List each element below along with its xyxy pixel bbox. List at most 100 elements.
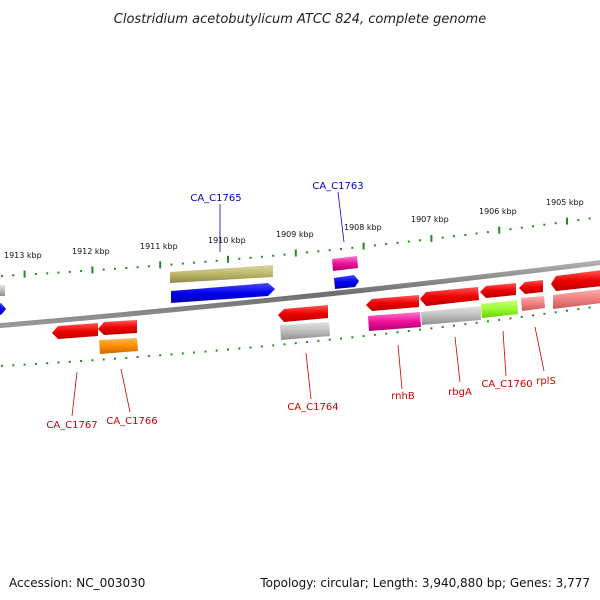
ruler-dot — [136, 266, 139, 269]
ruler-dot — [486, 231, 489, 234]
ruler-dot — [204, 260, 207, 263]
ruler-dot — [373, 333, 376, 336]
ruler-dot — [249, 256, 252, 259]
ruler-dot — [373, 244, 376, 247]
ruler-dot — [102, 268, 105, 271]
gene-label-ca-c1766[interactable]: CA_C1766 — [106, 416, 157, 427]
ruler-dot — [509, 317, 512, 320]
gene-feature[interactable] — [98, 320, 137, 335]
gene-feature[interactable] — [480, 283, 516, 298]
genome-backbone — [0, 260, 600, 329]
ruler-dot — [588, 217, 591, 220]
ruler-major-tick — [91, 266, 94, 274]
gene-feature-ca-c1763-magenta[interactable] — [332, 256, 358, 271]
ruler-dot — [68, 270, 71, 273]
ruler-dot — [441, 326, 444, 328]
gene-feature[interactable] — [420, 287, 479, 306]
ruler-dot — [147, 355, 150, 358]
ruler-dot — [419, 239, 422, 242]
gene-feature-ca-c1760[interactable] — [481, 300, 518, 318]
ruler-dot — [532, 314, 535, 317]
gene-feature[interactable] — [551, 270, 600, 291]
leader-line — [305, 352, 312, 400]
gene-feature[interactable] — [0, 285, 5, 296]
ruler-dot — [170, 263, 173, 266]
ruler-dot — [283, 253, 286, 256]
gene-feature[interactable] — [366, 295, 419, 311]
gene-feature[interactable] — [553, 289, 600, 309]
ruler-dot — [238, 257, 241, 260]
gene-label-rbga[interactable]: rbgA — [448, 387, 472, 398]
ruler-dot — [520, 226, 523, 229]
gene-label-ca-c1763[interactable]: CA_C1763 — [312, 181, 363, 192]
ruler-dot — [193, 351, 196, 354]
ruler-dot — [34, 362, 37, 365]
ruler-dot — [543, 223, 546, 226]
gene-feature[interactable] — [278, 305, 328, 322]
gene-feature-ca-c1765-olive[interactable] — [170, 265, 273, 283]
gene-label-rpls[interactable]: rplS — [536, 376, 556, 387]
ruler-dot — [441, 236, 444, 239]
ruler-dot — [317, 339, 320, 342]
gene-label-ca-c1767[interactable]: CA_C1767 — [46, 420, 97, 431]
ruler-dot — [328, 338, 331, 341]
ruler-dot — [181, 352, 184, 355]
leader-line — [397, 344, 403, 390]
leader-line — [71, 371, 78, 417]
gene-label-rnhb[interactable]: rnhB — [391, 391, 415, 402]
ruler-dot — [486, 320, 489, 323]
gene-feature[interactable] — [0, 303, 6, 315]
gene-feature-ca-c1767[interactable] — [52, 323, 98, 339]
forward-strand — [0, 256, 600, 315]
ruler-dot — [215, 259, 218, 262]
ruler-dot — [283, 343, 286, 346]
ruler-dot — [407, 330, 410, 332]
ruler-dot — [340, 248, 342, 250]
ruler-dot — [114, 267, 116, 270]
ruler-dot — [554, 222, 557, 225]
ruler-dot — [227, 348, 229, 351]
ruler-dot — [272, 344, 275, 347]
ruler-dot — [520, 315, 523, 318]
ruler-dot — [588, 306, 591, 309]
leader-line — [120, 368, 131, 413]
ruler-dot — [577, 219, 580, 222]
ruler-bottom-dots — [1, 306, 591, 367]
gene-feature-rpls[interactable] — [521, 296, 545, 311]
ruler-dot — [12, 274, 15, 277]
gene-feature-rbga[interactable] — [421, 306, 481, 325]
ruler-dot — [215, 349, 218, 352]
leader-line — [337, 191, 345, 243]
map-title: Clostridium acetobutylicum ATCC 824, com… — [114, 12, 486, 27]
gene-feature-ca-c1764[interactable] — [280, 322, 330, 340]
gene-label-ca-c1760[interactable]: CA_C1760 — [481, 379, 532, 390]
gene-feature[interactable] — [519, 280, 543, 294]
gene-feature-ca-c1766[interactable] — [99, 338, 138, 354]
ruler-dot — [1, 274, 3, 277]
ruler-dot — [294, 342, 297, 345]
ruler-dot — [102, 358, 105, 361]
leader-line — [534, 326, 545, 372]
kbp-label: 1910 kbp — [208, 236, 246, 245]
ruler-dot — [509, 228, 512, 231]
gene-feature-ca-c1763[interactable] — [334, 275, 359, 289]
ruler-dot — [68, 360, 71, 363]
ruler-dot — [34, 273, 37, 275]
gene-feature-rnhb[interactable] — [368, 312, 421, 331]
kbp-label: 1913 kbp — [4, 251, 42, 260]
ruler-major-tick — [566, 217, 568, 225]
ruler-dot — [136, 356, 139, 358]
ruler-major-tick — [227, 255, 229, 263]
leader-line — [502, 330, 507, 377]
gene-label-ca-c1765[interactable]: CA_C1765 — [190, 193, 241, 204]
ruler-dot — [385, 243, 388, 246]
gene-feature-ca-c1765[interactable] — [171, 283, 275, 303]
ruler-dot — [566, 309, 568, 312]
gene-label-ca-c1764[interactable]: CA_C1764 — [287, 402, 338, 413]
ruler-dot — [12, 364, 15, 367]
ruler-dot — [249, 346, 252, 349]
ruler-major-tick — [159, 261, 162, 269]
ruler-dot — [147, 265, 150, 268]
ruler-dot — [125, 267, 128, 269]
